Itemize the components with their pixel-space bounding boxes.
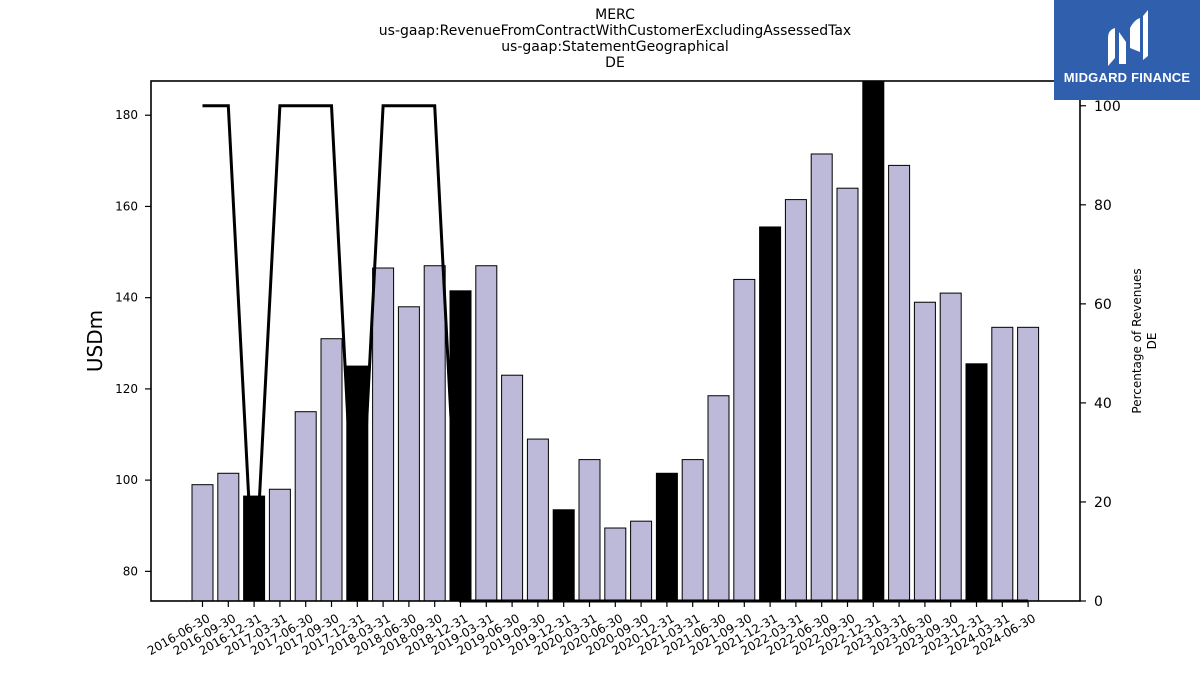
- y2-tick-label: 80: [1094, 198, 1112, 214]
- bar-2019-12-31: [552, 509, 575, 602]
- bar-2021-09-30: [733, 278, 756, 602]
- bar-2023-03-31: [888, 164, 911, 602]
- bar-2020-03-31: [578, 459, 601, 602]
- bar-2022-03-31: [784, 199, 807, 602]
- y-tick-label: 100: [115, 473, 138, 487]
- x-axis-ticks: 2016-06-302016-09-302016-12-312017-03-31…: [145, 601, 1038, 658]
- bar-2024-03-31: [991, 326, 1014, 602]
- y-axis-label: USDm: [83, 310, 107, 372]
- bar-2017-06-30: [294, 411, 317, 602]
- bar-2022-09-30: [836, 187, 859, 602]
- y2-tick-label: 0: [1094, 594, 1103, 610]
- y-axis-left-ticks: 80 100 120 140 160 180: [115, 108, 151, 578]
- bar-2018-03-31: [372, 267, 395, 602]
- bar-2018-09-30: [423, 265, 446, 602]
- chart-title-line-4: DE: [605, 55, 625, 71]
- chart-title-line-2: us-gaap:RevenueFromContractWithCustomerE…: [378, 23, 852, 39]
- chart-title-line-1: MERC: [595, 7, 635, 23]
- bar-2019-03-31: [475, 265, 498, 602]
- bar-2022-12-31: [862, 80, 885, 602]
- bar-2017-09-30: [320, 338, 343, 602]
- chart-title: MERC us-gaap:RevenueFromContractWithCust…: [0, 7, 1200, 71]
- bar-2021-03-31: [681, 459, 704, 602]
- y2-axis-label-line-1: Percentage of Revenues: [1130, 268, 1144, 413]
- y-axis-right-ticks: 0 20 40 60 80 100: [1080, 99, 1121, 610]
- bar-2021-06-30: [707, 395, 730, 602]
- y2-axis-label-line-2: DE: [1145, 333, 1159, 350]
- bar-2019-09-30: [526, 438, 549, 602]
- bar-2023-06-30: [913, 301, 936, 602]
- bar-2020-09-30: [630, 520, 653, 602]
- logo-text: MIDGARD FINANCE: [1063, 70, 1191, 85]
- y-tick-label: 180: [115, 108, 138, 122]
- bar-2017-03-31: [268, 488, 291, 602]
- bar-2018-06-30: [397, 306, 420, 602]
- bar-2023-12-31: [965, 363, 988, 602]
- chart-title-line-3: us-gaap:StatementGeographical: [501, 39, 729, 55]
- bar-2020-12-31: [655, 472, 678, 602]
- y-tick-label: 120: [115, 382, 138, 396]
- bar-2023-09-30: [939, 292, 962, 602]
- bar-2016-06-30: [191, 484, 214, 602]
- bar-2022-06-30: [810, 153, 833, 602]
- y-tick-label: 140: [115, 291, 138, 305]
- bar-2020-06-30: [604, 527, 627, 602]
- bar-2024-06-30: [1017, 326, 1040, 602]
- y-tick-label: 80: [123, 564, 138, 578]
- bar-2019-06-30: [501, 374, 524, 602]
- logo-mark-icon: [1108, 10, 1148, 66]
- bar-2021-12-31: [759, 226, 782, 602]
- y-tick-label: 160: [115, 199, 138, 213]
- y2-tick-label: 20: [1094, 495, 1112, 511]
- bar-series: [191, 80, 1040, 602]
- y2-tick-label: 100: [1094, 99, 1121, 115]
- midgard-finance-logo: MIDGARD FINANCE: [1054, 0, 1200, 100]
- bar-2016-09-30: [217, 472, 240, 602]
- y2-tick-label: 40: [1094, 396, 1112, 412]
- y2-tick-label: 60: [1094, 297, 1112, 313]
